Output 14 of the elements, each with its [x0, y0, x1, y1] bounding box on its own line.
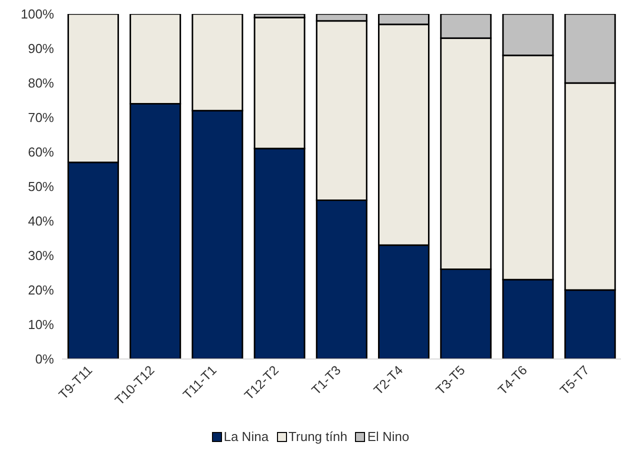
y-tick-label: 50%: [28, 179, 54, 194]
legend-label: Trung tính: [288, 429, 348, 444]
legend-label: La Nina: [224, 429, 269, 444]
y-tick-label: 90%: [28, 41, 54, 56]
legend-label: El Nino: [367, 429, 410, 444]
y-tick-label: 0%: [35, 352, 54, 367]
y-tick-label: 100%: [20, 6, 54, 22]
y-tick-label: 70%: [28, 110, 54, 126]
y-tick-label: 60%: [28, 144, 54, 160]
y-tick-label: 30%: [28, 248, 54, 264]
y-tick-label: 10%: [28, 317, 54, 332]
y-tick-label: 40%: [28, 214, 54, 229]
y-tick-label: 80%: [28, 76, 54, 91]
y-tick-label: 20%: [28, 282, 54, 298]
